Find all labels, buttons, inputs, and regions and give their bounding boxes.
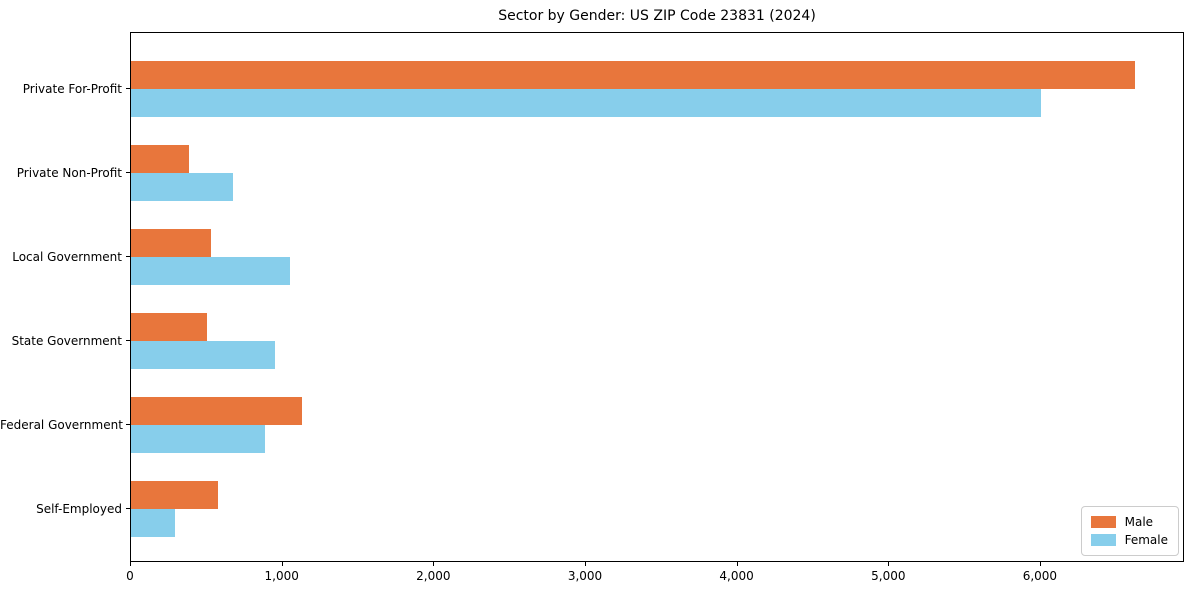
y-axis-label-self-employed: Self-Employed bbox=[36, 501, 122, 516]
chart-title: Sector by Gender: US ZIP Code 23831 (202… bbox=[498, 8, 816, 24]
x-axis-label-2-000: 2,000 bbox=[416, 569, 451, 583]
bar-female-local-government bbox=[131, 256, 291, 285]
x-axis-label-3-000: 3,000 bbox=[567, 569, 603, 583]
x-axis-label-1-000: 1,000 bbox=[264, 569, 299, 583]
x-axis-tick bbox=[130, 562, 131, 566]
y-axis-tick bbox=[126, 508, 130, 510]
x-axis-label-0: 0 bbox=[126, 569, 134, 583]
x-axis-tick bbox=[736, 562, 738, 566]
bar-female-self-employed bbox=[131, 508, 175, 537]
x-axis-label-5-000: 5,000 bbox=[871, 569, 906, 583]
legend-item-female: Female bbox=[1090, 531, 1168, 549]
y-axis-tick bbox=[126, 424, 130, 426]
legend-swatch-female bbox=[1090, 534, 1116, 546]
x-axis-tick bbox=[888, 562, 890, 566]
y-axis-label-state-government: State Government bbox=[11, 333, 122, 348]
y-axis-label-private-for-profit: Private For-Profit bbox=[22, 81, 122, 96]
legend-label-male: Male bbox=[1124, 515, 1154, 529]
y-axis-tick bbox=[126, 88, 130, 90]
bar-female-private-for-profit bbox=[131, 88, 1041, 117]
bar-male-local-government bbox=[131, 228, 212, 257]
y-axis-tick bbox=[126, 256, 130, 258]
bar-male-federal-government bbox=[131, 396, 303, 425]
bar-female-federal-government bbox=[131, 424, 265, 453]
x-axis-tick bbox=[1039, 562, 1041, 566]
legend: Male Female bbox=[1080, 506, 1179, 556]
y-axis-tick bbox=[126, 172, 130, 174]
bar-male-state-government bbox=[131, 312, 207, 341]
plot-area: Male Female bbox=[130, 32, 1184, 562]
legend-label-female: Female bbox=[1124, 533, 1168, 547]
x-axis-tick bbox=[585, 562, 586, 566]
bar-male-private-for-profit bbox=[131, 60, 1135, 89]
y-axis-label-private-non-profit: Private Non-Profit bbox=[16, 165, 122, 180]
legend-item-male: Male bbox=[1090, 513, 1168, 531]
bar-female-state-government bbox=[131, 340, 276, 369]
x-axis-label-6-000: 6,000 bbox=[1022, 569, 1058, 583]
legend-swatch-male bbox=[1090, 516, 1116, 528]
bar-female-private-non-profit bbox=[131, 172, 233, 201]
bar-male-self-employed bbox=[131, 480, 219, 509]
x-axis-tick bbox=[281, 562, 283, 566]
y-axis-label-local-government: Local Government bbox=[12, 249, 122, 264]
y-axis-label-federal-government: Federal Government bbox=[0, 417, 123, 432]
bar-male-private-non-profit bbox=[131, 144, 189, 173]
y-axis-tick bbox=[126, 340, 130, 342]
x-axis-label-4-000: 4,000 bbox=[719, 569, 754, 583]
x-axis-tick bbox=[433, 562, 435, 566]
